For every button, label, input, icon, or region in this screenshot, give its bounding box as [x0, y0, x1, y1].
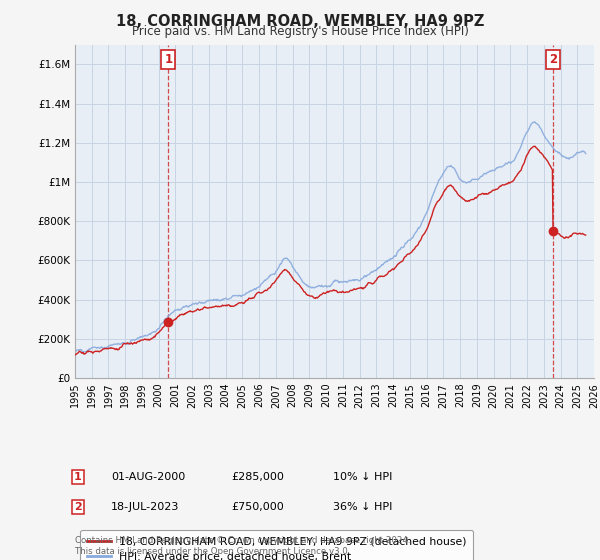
Text: 2: 2: [74, 502, 82, 512]
Legend: 18, CORRINGHAM ROAD, WEMBLEY, HA9 9PZ (detached house), HPI: Average price, deta: 18, CORRINGHAM ROAD, WEMBLEY, HA9 9PZ (d…: [80, 530, 473, 560]
Text: 10% ↓ HPI: 10% ↓ HPI: [333, 472, 392, 482]
Text: 1: 1: [74, 472, 82, 482]
Text: Contains HM Land Registry data © Crown copyright and database right 2024.
This d: Contains HM Land Registry data © Crown c…: [75, 536, 410, 556]
Text: 01-AUG-2000: 01-AUG-2000: [111, 472, 185, 482]
Text: 1: 1: [164, 53, 173, 66]
Text: Price paid vs. HM Land Registry's House Price Index (HPI): Price paid vs. HM Land Registry's House …: [131, 25, 469, 38]
Text: 2: 2: [549, 53, 557, 66]
Text: 18, CORRINGHAM ROAD, WEMBLEY, HA9 9PZ: 18, CORRINGHAM ROAD, WEMBLEY, HA9 9PZ: [116, 14, 484, 29]
Text: 18-JUL-2023: 18-JUL-2023: [111, 502, 179, 512]
Text: £285,000: £285,000: [231, 472, 284, 482]
Text: 36% ↓ HPI: 36% ↓ HPI: [333, 502, 392, 512]
Text: £750,000: £750,000: [231, 502, 284, 512]
